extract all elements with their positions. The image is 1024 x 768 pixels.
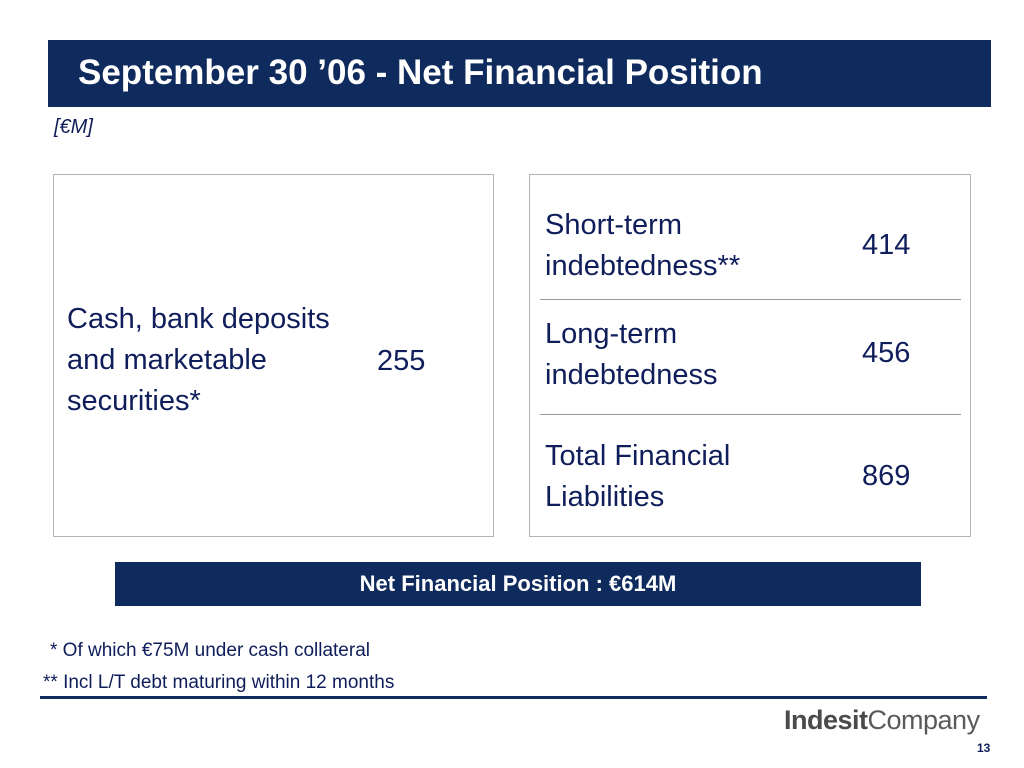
long-term-value: 456	[862, 337, 911, 369]
row-divider	[540, 299, 961, 300]
row-divider	[540, 414, 961, 415]
short-term-label: Short-term indebtedness**	[545, 205, 740, 287]
long-term-label-line-1: Long-term	[545, 318, 678, 350]
assets-label-line-3: securities*	[67, 385, 201, 417]
net-financial-position-text: Net Financial Position : €614M	[359, 571, 677, 596]
footer-divider	[40, 696, 987, 699]
total-liabilities-label-line-1: Total Financial	[545, 440, 731, 472]
net-financial-position-banner: Net Financial Position : €614M	[115, 562, 921, 606]
page-title: September 30 ’06 - Net Financial Positio…	[78, 53, 763, 92]
total-liabilities-value: 869	[862, 460, 911, 492]
assets-value: 255	[377, 345, 426, 377]
liabilities-box: Short-term indebtedness** 414 Long-term …	[529, 174, 971, 537]
page-number: 13	[977, 741, 991, 755]
short-term-label-line-1: Short-term	[545, 209, 682, 241]
assets-label-line-2: and marketable	[67, 344, 267, 376]
total-liabilities-label: Total Financial Liabilities	[545, 436, 730, 518]
assets-label-line-1: Cash, bank deposits	[67, 303, 330, 335]
assets-label: Cash, bank deposits and marketable secur…	[67, 299, 330, 422]
long-term-label: Long-term indebtedness	[545, 314, 718, 396]
total-liabilities-label-line-2: Liabilities	[545, 481, 665, 513]
footnote-lt-debt: ** Incl L/T debt maturing within 12 mont…	[43, 672, 395, 693]
logo-company: Company	[867, 705, 981, 735]
logo-brand: Indesit	[784, 705, 868, 735]
assets-box: Cash, bank deposits and marketable secur…	[53, 174, 494, 537]
unit-label: [€M]	[54, 116, 93, 138]
short-term-value: 414	[862, 229, 911, 261]
footnote-cash-collateral: * Of which €75M under cash collateral	[50, 640, 370, 661]
title-bar: September 30 ’06 - Net Financial Positio…	[48, 40, 991, 107]
short-term-label-line-2: indebtedness**	[545, 250, 741, 282]
company-logo: IndesitCompany	[784, 705, 980, 736]
long-term-label-line-2: indebtedness	[545, 359, 718, 391]
